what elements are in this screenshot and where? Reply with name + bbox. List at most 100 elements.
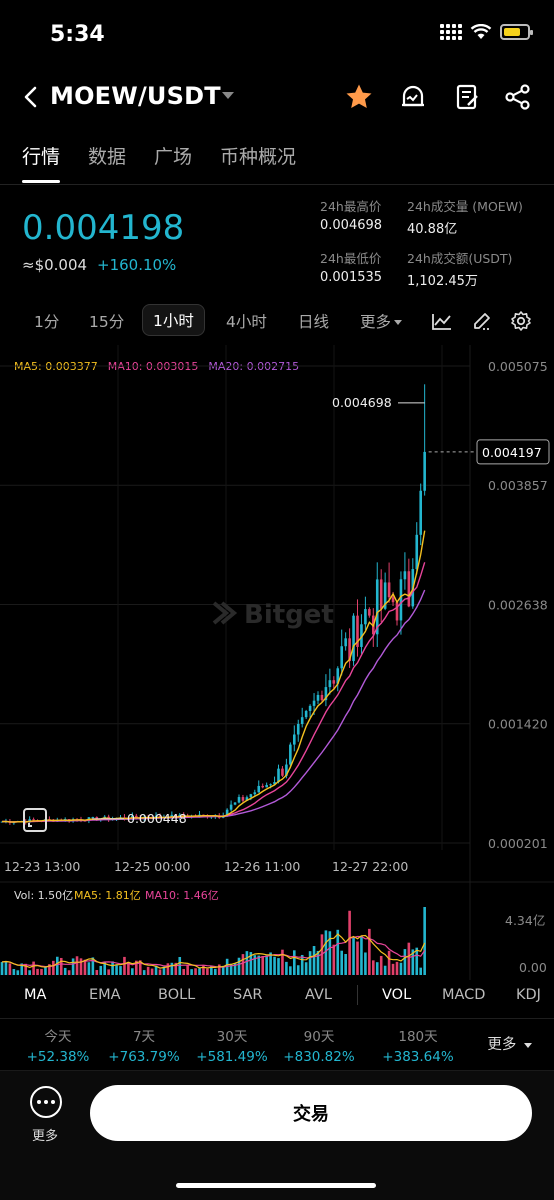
- volume-bar: [0, 962, 4, 975]
- volume-bar: [387, 950, 391, 975]
- interval-15m[interactable]: 15分: [89, 313, 125, 331]
- interval-1d[interactable]: 日线: [298, 313, 330, 331]
- performance-more-label: 更多: [487, 1037, 517, 1053]
- volume-bar: [4, 960, 8, 975]
- candle-body: [277, 768, 280, 783]
- volume-bar: [340, 950, 343, 975]
- fullscreen-icon-corner: [28, 823, 32, 827]
- candle-body: [233, 802, 237, 805]
- volume-label: 24h成交量 (MOEW): [407, 199, 523, 214]
- volume-bar: [391, 963, 395, 975]
- indicator-divider: [357, 985, 358, 1005]
- candle-body: [399, 579, 403, 621]
- indicator-vol[interactable]: VOL: [382, 987, 412, 1003]
- tab-coin-overview[interactable]: 币种概况: [220, 146, 297, 168]
- indicator-ema[interactable]: EMA: [89, 987, 121, 1003]
- volume-bar: [411, 949, 415, 975]
- volume-bar: [360, 935, 363, 975]
- volume-bar: [328, 931, 332, 975]
- star-icon[interactable]: [344, 82, 374, 112]
- tab-data[interactable]: 数据: [88, 146, 127, 168]
- volume-bar: [67, 970, 71, 975]
- pair-title[interactable]: MOEW/USDT: [50, 82, 221, 110]
- back-icon[interactable]: [18, 84, 44, 110]
- line-chart-icon[interactable]: [431, 310, 453, 332]
- bottom-bar: 更多 交易: [0, 1070, 554, 1200]
- interval-more[interactable]: 更多: [360, 310, 403, 332]
- candle-body: [174, 814, 178, 818]
- volume-bar: [190, 969, 193, 975]
- volume-bar: [221, 965, 225, 975]
- tab-market[interactable]: 行情: [22, 142, 61, 183]
- settings-icon[interactable]: [510, 310, 532, 332]
- candle-body: [0, 821, 4, 823]
- watermark-logo-icon: [212, 601, 238, 625]
- perf-180d: 180天 +383.64%: [378, 1025, 458, 1065]
- draw-tool-icon[interactable]: [471, 310, 493, 332]
- volume-bar: [415, 947, 419, 975]
- candle-body: [158, 815, 162, 818]
- candle-body: [241, 797, 245, 801]
- performance-more-button[interactable]: 更多: [487, 1033, 532, 1054]
- indicator-macd[interactable]: MACD: [442, 987, 486, 1003]
- volume-bar: [285, 961, 288, 975]
- alert-icon[interactable]: [398, 82, 428, 112]
- indicator-ma[interactable]: MA: [24, 987, 47, 1003]
- last-price: 0.004198: [22, 208, 185, 248]
- ma10-line: [1, 562, 426, 823]
- trade-button[interactable]: 交易: [90, 1085, 532, 1141]
- chevron-down-icon[interactable]: [222, 92, 234, 99]
- indicator-kdj[interactable]: KDJ: [516, 987, 541, 1003]
- chevron-down-icon: [394, 320, 403, 325]
- x-tick-label: 12-23 13:00: [4, 859, 80, 874]
- current-price-label: 0.004197: [482, 445, 542, 460]
- volume-bar: [83, 959, 87, 975]
- low-annotation-label: 0.000448: [127, 811, 187, 826]
- tab-square[interactable]: 广场: [154, 146, 193, 168]
- indicator-avl[interactable]: AVL: [305, 987, 332, 1003]
- interval-1h[interactable]: 1小时: [142, 304, 205, 336]
- perf-label: 7天: [132, 1029, 156, 1045]
- home-indicator: [176, 1183, 376, 1188]
- volume-bar: [166, 963, 170, 975]
- candle-body: [336, 668, 340, 684]
- candlestick-chart[interactable]: 0.005075 0.003857 0.002638 0.001420 0.000201…: [0, 345, 554, 980]
- volume-y-tick-label: 4.34亿: [505, 913, 545, 928]
- more-label[interactable]: 更多: [32, 1129, 59, 1144]
- more-icon[interactable]: [30, 1086, 62, 1118]
- wifi-icon: [470, 24, 492, 39]
- volume-bar: [217, 964, 221, 975]
- volume-bar: [293, 950, 296, 975]
- candle-body: [407, 571, 411, 607]
- amount-value: 1,102.45万: [407, 274, 478, 289]
- volume-bar: [304, 962, 308, 975]
- candle-body: [403, 571, 407, 580]
- volume-bar: [111, 961, 114, 975]
- interval-1m[interactable]: 1分: [34, 313, 60, 331]
- volume-bar: [356, 941, 359, 975]
- interval-4h[interactable]: 4小时: [226, 313, 267, 331]
- volume-legend-vol: Vol: 1.50亿: [14, 889, 73, 902]
- volume-bar: [146, 966, 150, 975]
- volume-bar: [265, 955, 268, 975]
- volume-bar: [241, 954, 245, 975]
- perf-label: 30天: [216, 1029, 248, 1045]
- candle-body: [91, 817, 95, 819]
- volume-bar: [324, 930, 328, 975]
- candle-body: [308, 705, 312, 711]
- indicator-sar[interactable]: SAR: [233, 987, 263, 1003]
- indicator-tabs: MA EMA BOLL SAR AVL VOL MACD KDJ: [0, 985, 554, 1009]
- candle-body: [237, 797, 241, 803]
- y-tick-label: 0.000201: [488, 836, 548, 851]
- candle-body: [293, 734, 296, 745]
- candle-body: [257, 785, 261, 793]
- perf-7d: 7天 +763.79%: [104, 1025, 184, 1065]
- note-icon[interactable]: [452, 82, 482, 112]
- indicator-boll[interactable]: BOLL: [158, 987, 196, 1003]
- high-annotation-label: 0.004698: [332, 395, 392, 410]
- perf-label: 180天: [398, 1029, 438, 1045]
- share-icon[interactable]: [503, 82, 533, 112]
- volume-bar: [154, 965, 158, 975]
- candle-body: [182, 814, 185, 817]
- y-tick-label: 0.002638: [488, 598, 548, 613]
